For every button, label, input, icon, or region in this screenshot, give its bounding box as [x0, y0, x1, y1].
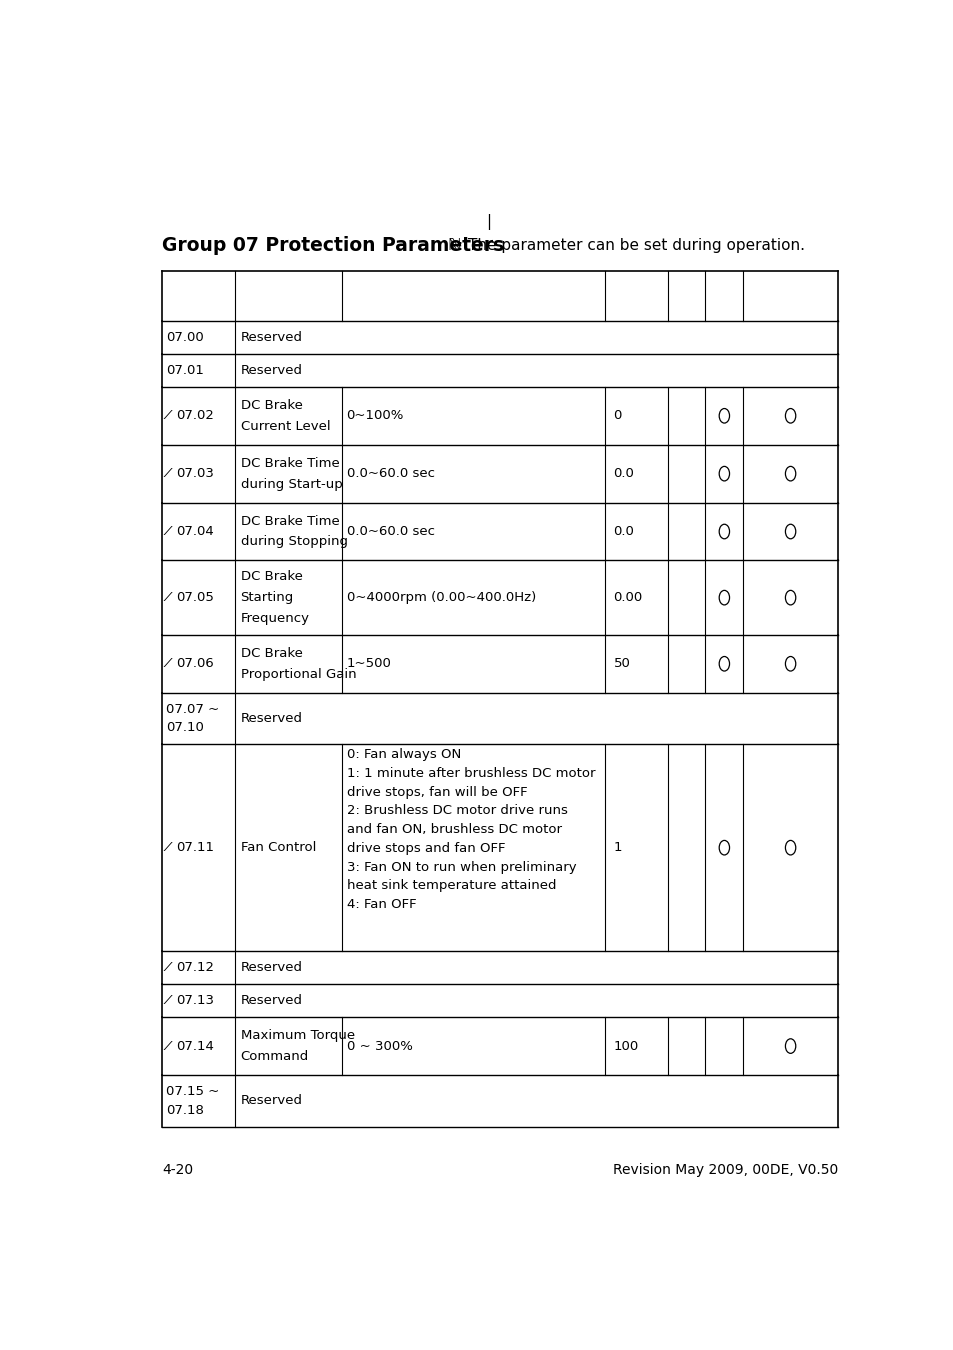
- Text: 07.13: 07.13: [175, 994, 213, 1007]
- Text: DC Brake Time: DC Brake Time: [240, 514, 339, 528]
- Text: 0.0~60.0 sec: 0.0~60.0 sec: [346, 467, 435, 481]
- Text: 3: Fan ON to run when preliminary: 3: Fan ON to run when preliminary: [346, 860, 576, 873]
- Text: 0.0: 0.0: [613, 525, 634, 539]
- Text: Proportional Gain: Proportional Gain: [240, 668, 355, 680]
- Text: Reserved: Reserved: [240, 364, 302, 377]
- Text: ⁄: ⁄: [166, 409, 169, 423]
- Text: drive stops, fan will be OFF: drive stops, fan will be OFF: [346, 786, 527, 799]
- Text: 100: 100: [613, 1040, 639, 1053]
- Text: 50: 50: [613, 657, 630, 670]
- Text: 07.12: 07.12: [175, 961, 213, 975]
- Text: : The parameter can be set during operation.: : The parameter can be set during operat…: [457, 238, 804, 252]
- Text: Starting: Starting: [240, 591, 294, 605]
- Text: ⁄: ⁄: [166, 841, 169, 855]
- Text: 1: 1 minute after brushless DC motor: 1: 1 minute after brushless DC motor: [346, 767, 595, 780]
- Text: ⁄: ⁄: [166, 591, 169, 605]
- Text: Fan Control: Fan Control: [240, 841, 315, 855]
- Text: heat sink temperature attained: heat sink temperature attained: [346, 879, 556, 892]
- Text: ⁄: ⁄: [166, 1040, 169, 1053]
- Text: Reserved: Reserved: [240, 994, 302, 1007]
- Text: 07.02: 07.02: [175, 409, 213, 423]
- Text: Current Level: Current Level: [240, 420, 330, 433]
- Text: 4-20: 4-20: [162, 1164, 193, 1177]
- Text: drive stops and fan OFF: drive stops and fan OFF: [346, 842, 504, 855]
- Text: Command: Command: [240, 1050, 309, 1062]
- Text: 0.00: 0.00: [613, 591, 642, 605]
- Text: 07.10: 07.10: [166, 721, 204, 734]
- Text: 0~100%: 0~100%: [346, 409, 403, 423]
- Text: ℕ: ℕ: [447, 236, 460, 254]
- Text: 0~4000rpm (0.00~400.0Hz): 0~4000rpm (0.00~400.0Hz): [346, 591, 536, 605]
- Text: 07.15 ~: 07.15 ~: [166, 1085, 219, 1098]
- Text: 07.11: 07.11: [175, 841, 213, 855]
- Text: DC Brake Time: DC Brake Time: [240, 456, 339, 470]
- Text: DC Brake: DC Brake: [240, 398, 302, 412]
- Text: 07.01: 07.01: [166, 364, 204, 377]
- Text: ⁄: ⁄: [166, 961, 169, 975]
- Text: ⁄: ⁄: [166, 467, 169, 481]
- Text: 0: 0: [613, 409, 621, 423]
- Text: 0: Fan always ON: 0: Fan always ON: [346, 748, 460, 761]
- Text: 07.05: 07.05: [175, 591, 213, 605]
- Text: Reserved: Reserved: [240, 961, 302, 975]
- Text: during Start-up: during Start-up: [240, 478, 342, 490]
- Text: |: |: [486, 213, 491, 230]
- Text: during Stopping: during Stopping: [240, 536, 347, 548]
- Text: 2: Brushless DC motor drive runs: 2: Brushless DC motor drive runs: [346, 805, 567, 817]
- Text: 1: 1: [613, 841, 621, 855]
- Text: DC Brake: DC Brake: [240, 570, 302, 583]
- Text: Reserved: Reserved: [240, 1095, 302, 1107]
- Text: ⁄: ⁄: [166, 994, 169, 1007]
- Text: Reserved: Reserved: [240, 331, 302, 344]
- Text: 4: Fan OFF: 4: Fan OFF: [346, 898, 416, 911]
- Text: 07.07 ~: 07.07 ~: [166, 703, 219, 716]
- Text: ⁄: ⁄: [166, 525, 169, 539]
- Text: 0 ~ 300%: 0 ~ 300%: [346, 1040, 412, 1053]
- Text: Frequency: Frequency: [240, 612, 309, 625]
- Text: and fan ON, brushless DC motor: and fan ON, brushless DC motor: [346, 824, 561, 836]
- Text: 07.04: 07.04: [175, 525, 213, 539]
- Text: Maximum Torque: Maximum Torque: [240, 1029, 355, 1042]
- Text: 07.03: 07.03: [175, 467, 213, 481]
- Text: 1~500: 1~500: [346, 657, 391, 670]
- Text: Reserved: Reserved: [240, 711, 302, 725]
- Text: 0.0~60.0 sec: 0.0~60.0 sec: [346, 525, 435, 539]
- Text: 0.0: 0.0: [613, 467, 634, 481]
- Text: 07.06: 07.06: [175, 657, 213, 670]
- Text: Group 07 Protection Parameters: Group 07 Protection Parameters: [162, 236, 511, 255]
- Text: Revision May 2009, 00DE, V0.50: Revision May 2009, 00DE, V0.50: [612, 1164, 837, 1177]
- Text: 07.14: 07.14: [175, 1040, 213, 1053]
- Text: 07.18: 07.18: [166, 1104, 204, 1116]
- Text: DC Brake: DC Brake: [240, 647, 302, 660]
- Text: ⁄: ⁄: [166, 657, 169, 670]
- Text: 07.00: 07.00: [166, 331, 204, 344]
